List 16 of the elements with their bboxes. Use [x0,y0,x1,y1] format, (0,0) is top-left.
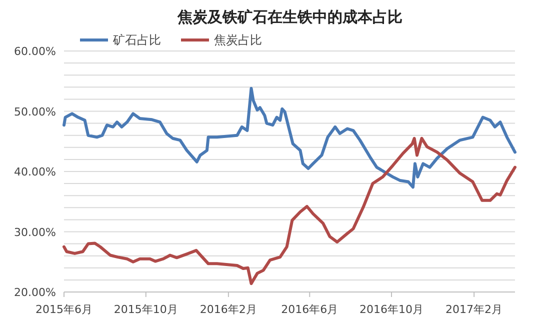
chart-title: 焦炭及铁矿石在生铁中的成本占比 [176,8,402,26]
x-tick-label: 2016年6月 [281,303,338,316]
line-series [62,86,516,189]
y-tick-label: 40.00% [14,166,56,178]
y-tick-label: 50.00% [14,105,56,118]
x-tick-label: 2016年2月 [200,303,257,316]
x-tick-label: 2017年2月 [446,303,503,316]
legend-label: 矿石占比 [112,33,161,47]
x-tick-label: 2015年6月 [36,303,92,316]
y-tick-label: 20.00% [14,286,56,299]
x-tick-label: 2016年10月 [360,303,424,316]
line-series [62,136,516,286]
y-tick-label: 60.00% [14,45,56,58]
y-tick-label: 30.00% [14,226,56,239]
x-tick-label: 2015年10月 [114,303,178,316]
legend-label: 焦炭占比 [214,33,262,47]
